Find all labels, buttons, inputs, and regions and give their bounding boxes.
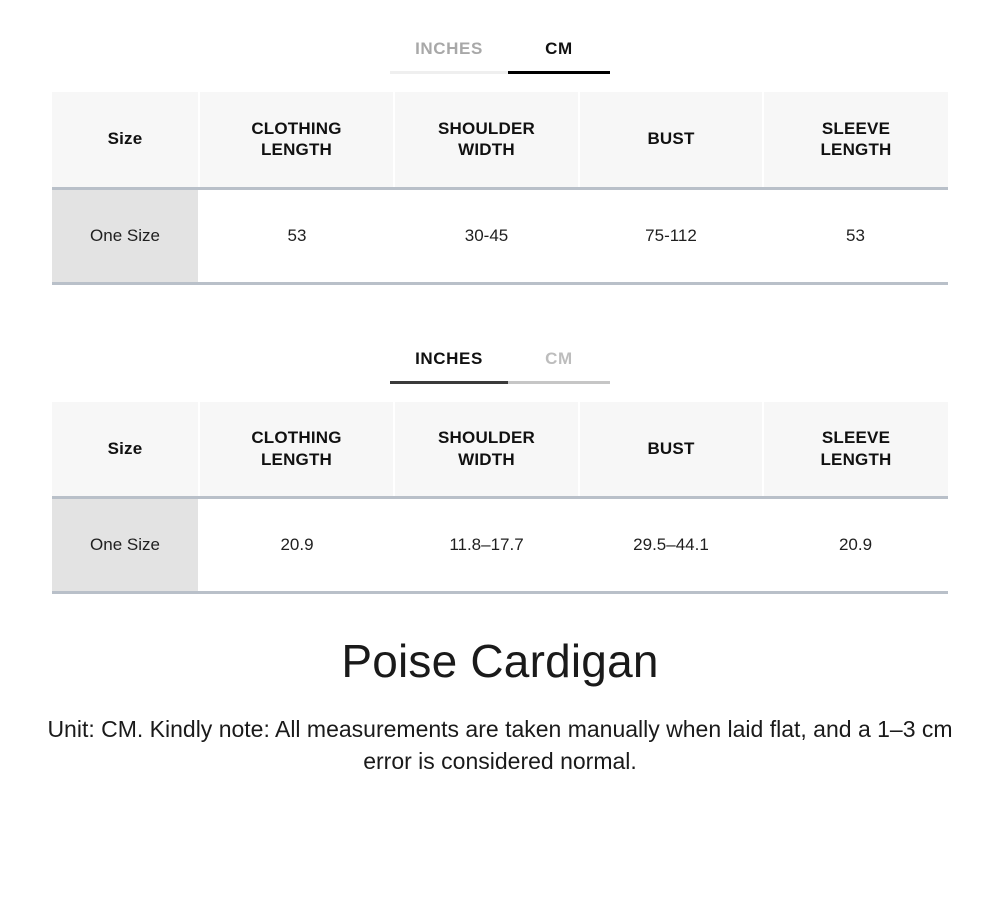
cell-size: One Size [52,188,200,285]
unit-tab-cm-inches-section[interactable]: CM [508,350,610,384]
column-header-shoulder-width-line1: SHOULDER [438,118,535,138]
column-header-clothing-length-line2: LENGTH [260,449,333,469]
spacer [0,74,1000,92]
unit-tab-cm-cm-section[interactable]: CM [508,40,610,74]
cell-sleeve-length: 53 [763,188,948,285]
cell-sleeve-length: 20.9 [763,497,948,594]
column-header-sleeve-length-line2: LENGTH [820,449,892,469]
unit-tab-cm-label: CM [545,39,573,58]
column-header-shoulder-width-line1: SHOULDER [438,428,535,447]
column-header-size: Size [52,92,200,190]
unit-tab-inches-inches-section[interactable]: INCHES [390,350,508,384]
column-header-bust-text: BUST [647,438,695,458]
size-table-inches-body: One Size 20.9 11.8–17.7 29.5–44.1 20.9 [52,497,948,594]
unit-tab-cm-label: CM [545,348,573,368]
column-header-size: Size [52,401,200,499]
column-header-shoulder-width-line2: WIDTH [458,449,515,469]
size-table-cm-head: Size CLOTHING LENGTH SHOULDER WIDTH BUST [52,92,948,190]
cell-clothing-length: 53 [199,188,394,285]
column-header-clothing-length-line1: CLOTHING [251,428,342,447]
spacer [0,594,1000,636]
column-header-bust: BUST [579,401,764,499]
cell-clothing-length: 20.9 [199,497,394,594]
column-header-shoulder-width: SHOULDER WIDTH [394,92,580,190]
size-table-cm-wrapper: Size CLOTHING LENGTH SHOULDER WIDTH BUST [52,92,948,285]
size-table-cm: Size CLOTHING LENGTH SHOULDER WIDTH BUST [52,92,948,285]
column-header-sleeve-length-line1: SLEEVE [821,118,891,138]
column-header-sleeve-length-line2: LENGTH [820,140,892,160]
unit-tab-cm-underline [508,71,610,74]
unit-toggle-track-cm: INCHES CM [390,40,610,74]
table-header-row: Size CLOTHING LENGTH SHOULDER WIDTH BUST [52,401,948,499]
column-header-sleeve-length-line1: SLEEVE [821,428,891,447]
table-row: One Size 20.9 11.8–17.7 29.5–44.1 20.9 [52,497,948,594]
column-header-shoulder-width-line2: WIDTH [458,140,515,160]
measurement-note: Unit: CM. Kindly note: All measurements … [47,715,953,775]
size-table-cm-body: One Size 53 30-45 75-112 53 [52,188,948,285]
cell-size: One Size [52,497,200,594]
spacer [0,0,1000,40]
column-header-sleeve-length: SLEEVE LENGTH [763,401,948,499]
size-table-inches-wrapper: Size CLOTHING LENGTH SHOULDER WIDTH BUST [52,401,948,594]
column-header-bust: BUST [579,92,764,190]
table-header-row: Size CLOTHING LENGTH SHOULDER WIDTH BUST [52,92,948,190]
column-header-size-text: Size [107,129,143,149]
product-title: Poise Cardigan [341,635,659,687]
column-header-sleeve-length: SLEEVE LENGTH [763,92,948,190]
unit-tab-inches-underline [390,71,508,74]
unit-toggle-inches: INCHES CM [0,350,1000,384]
cell-shoulder-width: 30-45 [394,188,579,285]
column-header-size-text: Size [107,438,143,458]
unit-tab-inches-label: INCHES [415,39,483,58]
table-row: One Size 53 30-45 75-112 53 [52,188,948,285]
unit-tab-cm-underline [508,380,610,384]
unit-tab-inches-cm-section[interactable]: INCHES [390,40,508,74]
column-header-bust-text: BUST [647,129,695,149]
spacer [0,285,1000,350]
size-table-inches-head: Size CLOTHING LENGTH SHOULDER WIDTH BUST [52,401,948,499]
cell-bust: 29.5–44.1 [579,497,763,594]
column-header-clothing-length: CLOTHING LENGTH [199,401,395,499]
column-header-clothing-length: CLOTHING LENGTH [199,92,395,190]
column-header-clothing-length-line1: CLOTHING [251,118,342,138]
unit-tab-inches-label: INCHES [415,348,483,368]
spacer [0,687,1000,713]
spacer [0,384,1000,402]
column-header-clothing-length-line2: LENGTH [260,140,333,160]
cell-bust: 75-112 [579,188,763,285]
size-table-inches: Size CLOTHING LENGTH SHOULDER WIDTH BUST [52,401,948,594]
column-header-shoulder-width: SHOULDER WIDTH [394,401,580,499]
unit-toggle-cm: INCHES CM [0,40,1000,74]
unit-toggle-track-inches: INCHES CM [390,350,610,384]
cell-shoulder-width: 11.8–17.7 [394,497,579,594]
unit-tab-inches-underline [390,380,508,384]
